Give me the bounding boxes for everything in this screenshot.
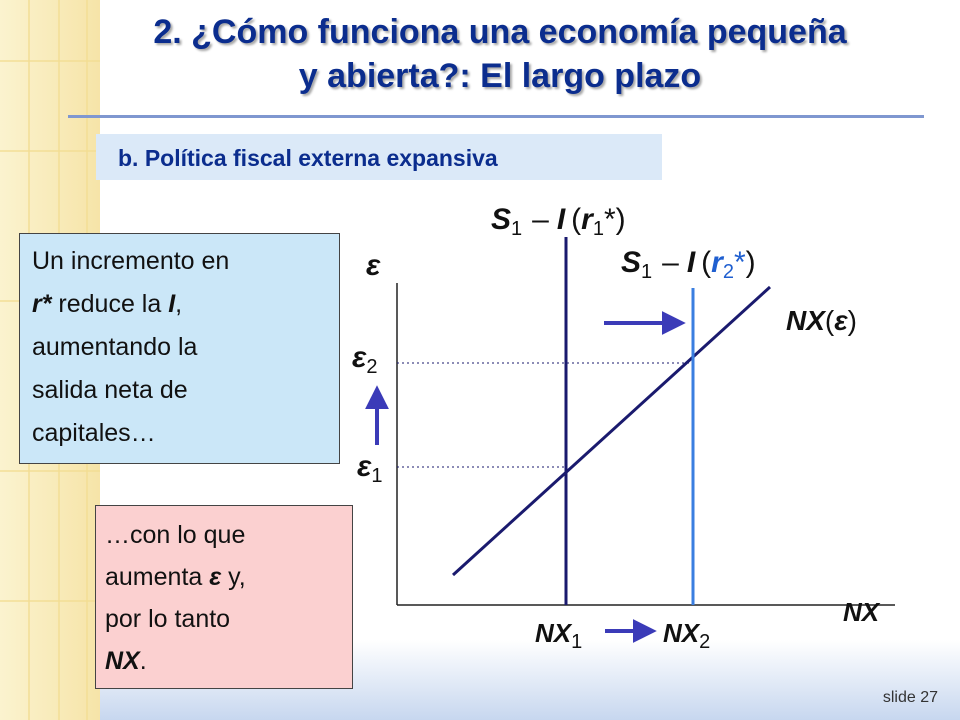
subscript: 1 [511,218,522,240]
nx-curve-line [451,285,772,577]
text-fragment: . [139,647,147,675]
s-symbol: S [491,203,511,236]
subtitle-text: b. Política fiscal externa expansiva [118,145,498,171]
y-axis-label: ε [366,249,381,282]
nx1-label: NX1 [535,618,582,653]
nx-curve-label: NX(ε) [786,305,857,336]
conclusion-box: …con lo que aumenta ε y, por lo tanto NX… [95,505,353,689]
investment-symbol: I [168,290,176,318]
s-symbol: S [621,246,641,279]
subscript: 1 [371,465,382,487]
strip-line [0,600,100,602]
explanation-line: aumentando la [32,333,198,361]
paren: ( [701,246,711,279]
eps1-label: ε1 [357,450,382,487]
text-fragment: , [175,290,183,318]
paren: ( [571,203,581,236]
conclusion-line: NX. [105,640,346,682]
nx-symbol: NX [105,647,140,675]
text-fragment: reduce la [51,290,169,318]
minus-sign: – [532,203,549,236]
star: * [604,203,616,236]
explanation-line: Un incremento en [32,247,230,275]
conclusion-line: …con lo que [105,521,246,549]
epsilon-symbol: ε [357,450,372,483]
strip-line [0,60,100,62]
r-symbol: r [711,246,725,279]
epsilon-symbol: ε [209,563,222,591]
paren: ) [848,305,857,336]
slide-title: 2. ¿Cómo funciona una economía pequeña y… [60,10,940,98]
eps2-label: ε2 [352,341,377,378]
epsilon-symbol: ε [352,341,367,374]
subscript: 2 [699,631,710,653]
epsilon-symbol: ε [834,305,848,336]
slide-number: slide 27 [882,689,938,706]
title-divider [68,115,924,118]
conclusion-line: por lo tanto [105,605,231,633]
subscript: 1 [593,218,604,240]
strip-line [0,470,100,472]
nx-symbol: NX [786,305,827,336]
conclusion-text: …con lo que aumenta ε y, por lo tanto NX… [105,514,346,682]
i-symbol: I [557,203,566,236]
title-line-1: 2. ¿Cómo funciona una economía pequeña [153,13,847,51]
explanation-text: Un incremento en r* reduce la I, aumenta… [32,240,331,455]
subscript: 2 [723,261,734,283]
curve-label-1: S1– I (r1*) [491,203,626,240]
paren: ( [825,305,835,336]
nx-symbol: NX [535,618,573,648]
text-fragment: y, [221,563,246,591]
text-fragment: aumenta [105,563,210,591]
subtitle-banner: b. Política fiscal externa expansiva [96,134,662,180]
strip-line [0,150,100,152]
minus-sign: – [662,246,679,279]
conclusion-line: aumenta ε y, [105,556,346,598]
subscript: 2 [366,356,377,378]
explanation-line: capitales… [32,419,156,447]
paren: ) [746,246,756,279]
r-star-symbol: r* [32,290,52,318]
r-symbol: r [581,203,595,236]
title-line-2: y abierta?: El largo plazo [298,57,702,95]
explanation-line: salida neta de [32,376,188,404]
explanation-line: r* reduce la I, [32,283,331,326]
x-axis-label: NX [843,597,881,627]
subscript: 1 [641,261,652,283]
nx2-label: NX2 [663,618,710,653]
i-symbol: I [687,246,696,279]
nx-symbol: NX [663,618,701,648]
paren: ) [616,203,626,236]
star: * [734,246,746,279]
curve-label-2: S1– I (r2*) [621,246,756,283]
subscript: 1 [571,631,582,653]
explanation-box: Un incremento en r* reduce la I, aumenta… [19,233,340,464]
